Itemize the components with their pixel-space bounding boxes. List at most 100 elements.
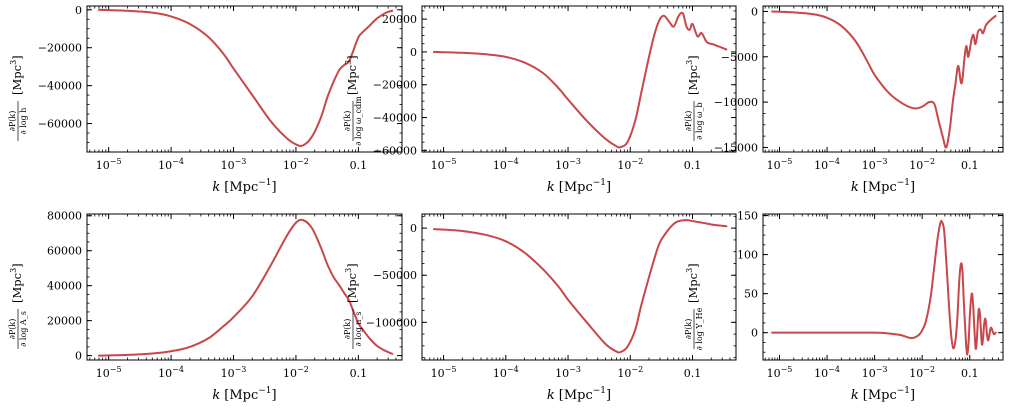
y-label-numerator: ∂P(k) [343,319,352,340]
panel-n_s: 10−5 10−4 10−3 10−2 0.1 0 −50000 −100000 k [Mpc−1… [343,213,737,403]
y-axis-label: ∂P(k) ∂ log n_s [Mpc3] [343,263,363,349]
y-tick-label: −20000 [373,79,417,92]
y-tick-label: 0 [751,327,758,340]
panel-h: 10−5 10−4 10−3 10−2 0.1 0 −20000 −40000 −60000 k[… [8,4,403,195]
series-line-omega_b [771,10,997,149]
y-tick-label: 100 [737,249,758,262]
panel-omega_b: 10−5 10−4 10−3 10−2 0.1 0 −5000 −10000 −15000 k [M… [684,5,1004,195]
x-tick-label: 0.1 [684,159,702,172]
x-tick-label: 10−5 [431,365,457,380]
y-label-numerator: ∂P(k) [8,319,17,340]
y-label-unit: [Mpc3] [685,55,700,95]
series-line-A_s [97,218,394,357]
x-axis-label: k [Mpc−1] [851,178,915,195]
x-tick-label: 10−3 [555,365,581,380]
series-line-Y_He [771,219,997,356]
y-tick-label: 60000 [47,245,82,258]
x-tick-label: 10−2 [909,157,935,172]
x-axis-label: k [Mpc−1] [547,178,611,195]
x-tick-label: 10−2 [283,157,309,172]
x-tick-label: 0.1 [684,367,702,380]
y-tick-label: −10000 [714,96,758,109]
x-tick-label: 10−5 [96,157,122,172]
x-tick-label: 10−4 [493,365,519,380]
x-tick-label: 10−2 [909,365,935,380]
y-label-unit: [Mpc3] [344,263,359,303]
y-tick-label: −50000 [373,269,417,282]
x-tick-label: 10−5 [431,157,457,172]
y-label-denominator: ∂ log h [19,108,28,135]
y-tick-label: −40000 [373,112,417,125]
y-label-unit: [Mpc3] [685,263,700,303]
y-tick-label: −60000 [38,118,82,131]
y-tick-label: 80000 [47,210,82,223]
y-axis-label: ∂P(k) ∂ log ω_cdm[Mpc3] [343,55,363,145]
x-tick-label: 10−4 [158,365,184,380]
y-tick-label: 150 [737,210,758,223]
axes-frame [86,5,403,153]
y-label-unit: [Mpc3] [344,55,359,95]
axes-frame [762,5,1004,153]
y-tick-label: 0 [410,46,417,59]
y-tick-label: −60000 [373,144,417,157]
x-tick-label: 0.1 [350,159,368,172]
x-tick-label: 10−2 [617,157,643,172]
x-tick-label: 10−3 [862,157,888,172]
y-axis-label: ∂P(k) ∂ log Y_He [Mpc3] [684,263,704,350]
x-tick-label: 0.1 [350,367,368,380]
x-axis-label: k [Mpc−1] [851,386,915,403]
y-label-numerator: ∂P(k) [343,111,352,132]
panel-omega_cdm: 10−5 10−4 10−3 10−2 0.1 20000 0 −20000 −40000 −60… [343,5,737,195]
y-label-numerator: ∂P(k) [8,111,17,132]
y-tick-label: 0 [75,350,82,363]
x-tick-label: 10−3 [221,157,247,172]
x-tick-label: 10−4 [158,157,184,172]
y-label-numerator: ∂P(k) [684,111,693,132]
x-axis-label: k [Mpc−1] [212,386,276,403]
series-line-h [97,8,394,147]
x-tick-label: 10−3 [555,157,581,172]
y-axis-label: ∂P(k) ∂ log h [Mpc3] [8,55,28,141]
x-tick-label: 10−4 [814,157,840,172]
x-tick-label: 10−5 [96,365,122,380]
x-tick-label: 10−2 [617,365,643,380]
x-tick-label: 10−4 [493,157,519,172]
y-label-numerator: ∂P(k) [684,319,693,340]
y-label-denominator: ∂ log Y_He [695,307,704,350]
y-label-denominator: ∂ log ω_b [695,102,704,139]
y-tick-label: 20000 [382,13,417,26]
y-label-denominator: ∂ log ω_cdm [354,96,363,146]
y-label-unit: [Mpc3] [9,263,24,303]
axes-frame [86,213,403,361]
axes-frame [762,213,1004,361]
y-tick-label: 50 [744,288,758,301]
x-tick-label: 10−3 [221,365,247,380]
x-tick-label: 10−3 [862,365,888,380]
series-line-omega_cdm [432,11,728,149]
x-axis-label: k [Mpc−1] [547,386,611,403]
y-tick-label: −20000 [38,42,82,55]
y-label-denominator: ∂ log n_s [354,312,363,347]
x-tick-label: 10−4 [814,365,840,380]
series-line-n_s [432,219,728,354]
axes-frame [421,5,737,153]
x-axis-label: k [Mpc−1] [212,178,276,195]
x-tick-label: 0.1 [961,159,979,172]
y-tick-label: 20000 [47,315,82,328]
y-label-denominator: ∂ log A_s [19,311,28,347]
panel-A_s: 10−5 10−4 10−3 10−2 0.1 80000 60000 40000 20000 0… [8,210,403,403]
y-tick-label: 0 [751,5,758,18]
x-tick-label: 10−5 [767,157,793,172]
y-tick-label: 40000 [47,280,82,293]
y-tick-label: −5000 [721,51,758,64]
x-tick-label: 10−5 [767,365,793,380]
x-tick-label: 10−2 [283,365,309,380]
y-tick-label: 0 [410,222,417,235]
y-tick-label: −100000 [366,316,417,329]
x-tick-label: 0.1 [961,367,979,380]
y-tick-label: −40000 [38,80,82,93]
y-tick-label: 0 [75,4,82,17]
y-axis-label: ∂P(k) ∂ log A_s [Mpc3] [8,263,28,349]
panel-Y_He: 10−5 10−4 10−3 10−2 0.1 150 100 50 0 k [Mpc−1] ∂P(k… [684,210,1004,403]
